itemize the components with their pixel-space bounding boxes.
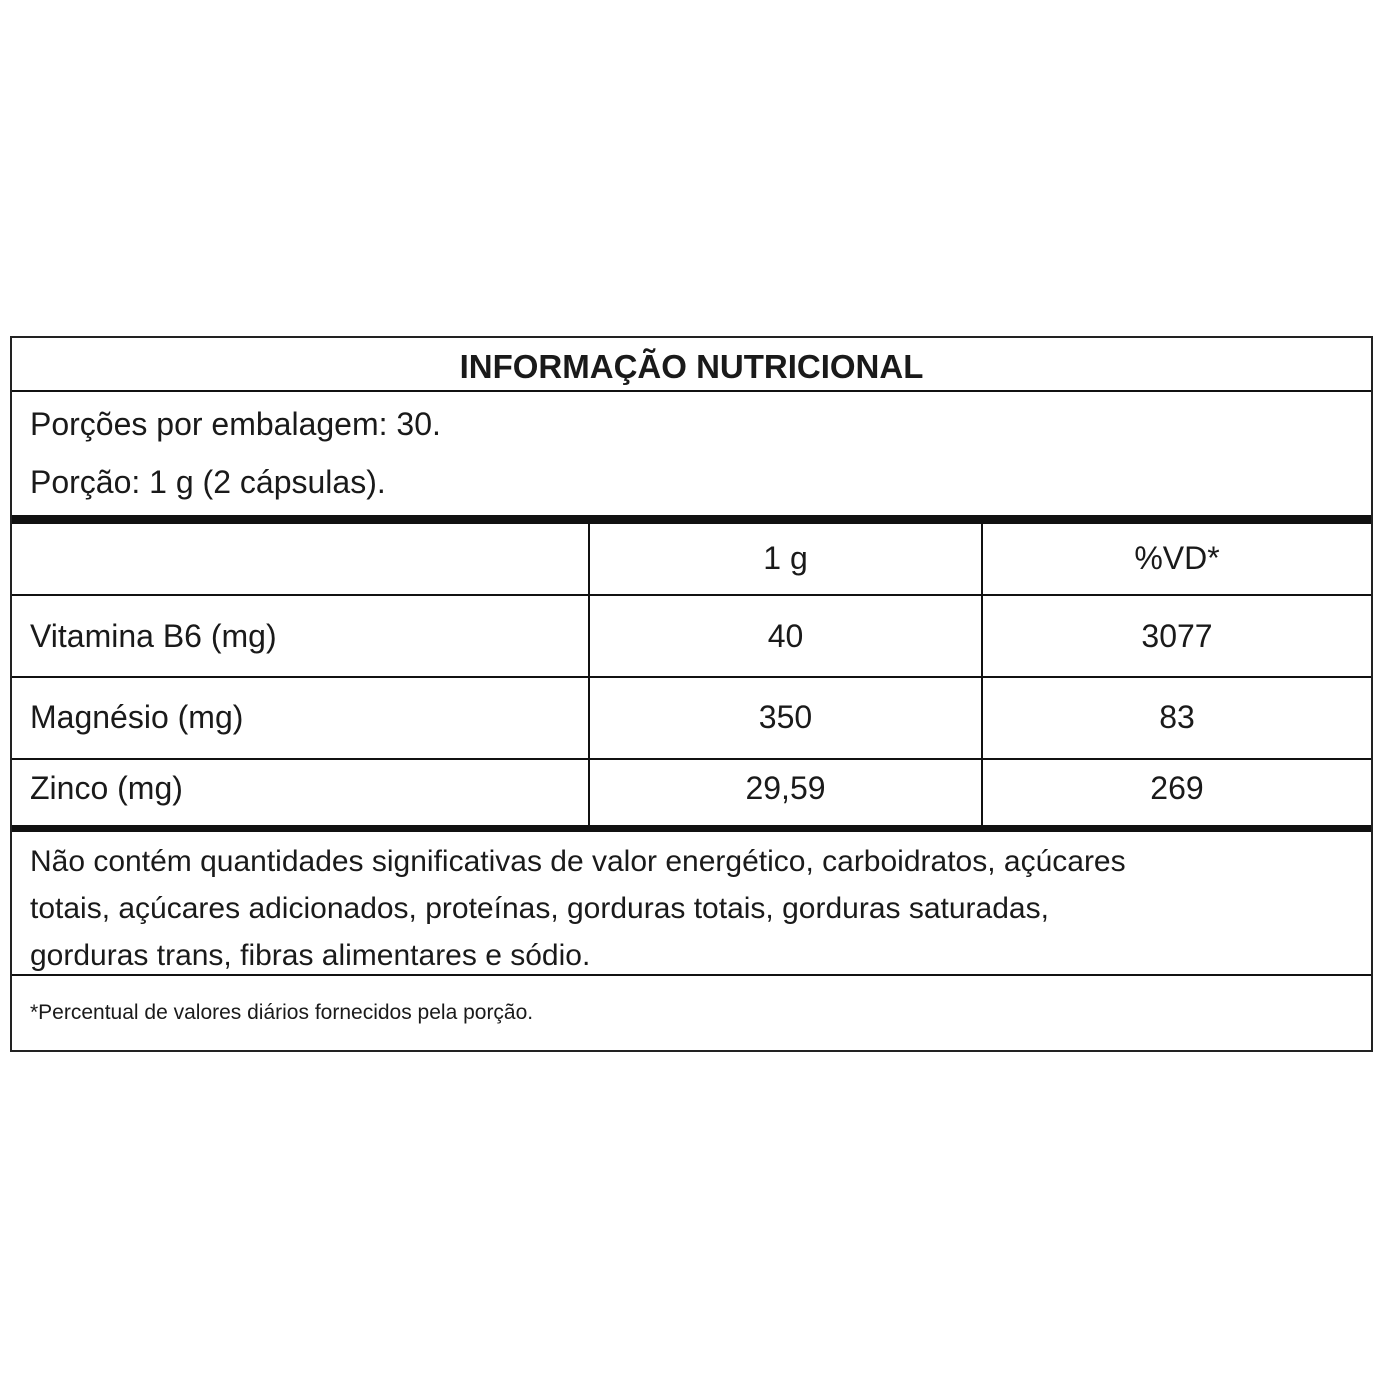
divider [12,676,1371,678]
nutrient-amount: 29,59 [745,770,826,806]
note-line: totais, açúcares adicionados, proteínas,… [30,892,1049,925]
nutrient-name: Magnésio (mg) [30,699,244,735]
nutrient-dv: 83 [1159,699,1195,735]
column-header-amount: 1 g [763,540,808,576]
column-divider [588,524,590,826]
divider [12,974,1371,976]
note-line: Não contém quantidades significativas de… [30,845,1126,878]
servings-per-package: Porções por embalagem: 30. [30,406,441,442]
thick-divider [12,515,1371,524]
nutrient-name: Vitamina B6 (mg) [30,618,277,654]
table-title: INFORMAÇÃO NUTRICIONAL [459,348,924,385]
nutrition-facts-table: INFORMAÇÃO NUTRICIONAL Porções por embal… [10,336,1373,1052]
divider [12,758,1371,760]
footnote: *Percentual de valores diários fornecido… [30,1001,534,1024]
nutrient-amount: 350 [758,699,813,735]
nutrition-note: Não contém quantidades significativas de… [30,838,1126,979]
divider [12,594,1371,596]
column-header-dv: %VD* [1134,540,1220,576]
thick-divider [12,825,1371,832]
nutrient-amount: 40 [767,618,804,654]
note-line: gorduras trans, fibras alimentares e sód… [30,939,591,972]
serving-size: Porção: 1 g (2 cápsulas). [30,464,386,500]
nutrient-dv: 269 [1150,770,1204,806]
nutrient-dv: 3077 [1141,618,1213,654]
divider [12,390,1371,392]
nutrient-name: Zinco (mg) [30,770,183,806]
column-divider [981,524,983,826]
